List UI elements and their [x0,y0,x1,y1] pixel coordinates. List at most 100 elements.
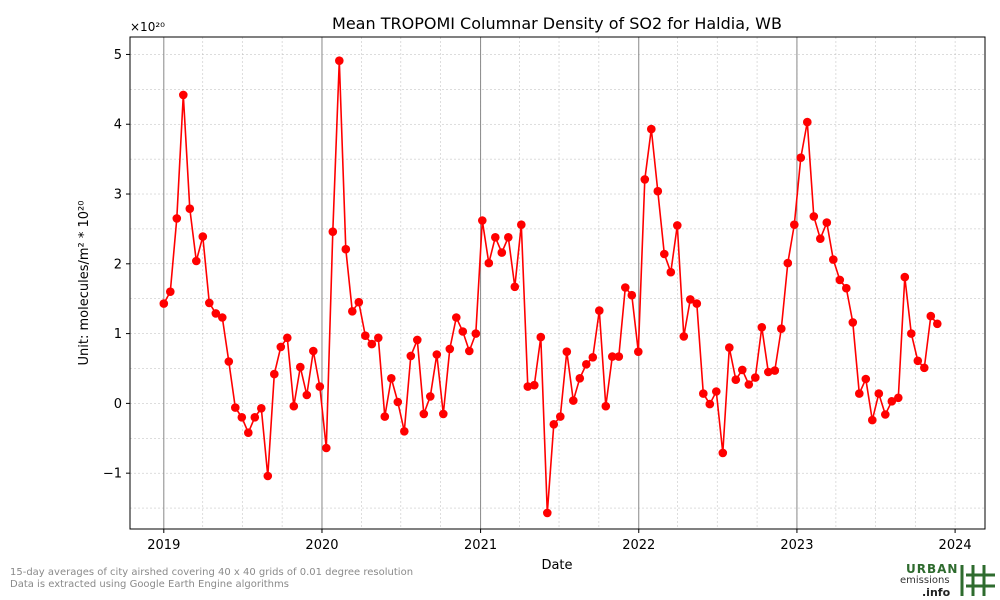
series-line [163,60,938,513]
data-point [257,404,266,413]
data-point [640,175,650,184]
data-point [900,272,910,282]
data-point [608,352,617,361]
data-point [179,90,188,100]
data-point [731,375,741,385]
data-point [738,365,747,375]
data-point [757,323,767,332]
data-point [465,346,474,356]
data-point [647,124,656,134]
y-multiplier: ×10²⁰ [130,20,165,34]
data-point [263,471,273,481]
data-point [582,360,591,369]
data-point [380,412,390,421]
year-lines [163,37,798,529]
x-tick-label: 2020 [305,538,338,553]
data-point [510,282,520,292]
data-point [374,333,383,343]
data-point [296,362,305,372]
data-point [172,214,182,223]
y-tick-label: 5 [114,48,122,63]
footnote-line-2: Data is extracted using Google Earth Eng… [10,579,289,590]
data-point [718,448,728,458]
data-point [764,367,773,377]
data-point [634,347,643,357]
data-point [224,357,234,366]
data-point [614,352,624,361]
data-point [666,267,676,277]
data-point [679,332,689,341]
data-point [543,508,552,518]
series-layer [159,56,942,518]
data-point [341,244,351,254]
data-point [218,313,227,322]
plot-frame [129,36,986,530]
data-point [920,363,929,373]
y-tick-label: 1 [114,327,122,342]
data-point [166,287,175,297]
data-point [673,221,682,230]
data-point [835,275,845,285]
data-point [361,331,370,341]
data-point [562,347,572,357]
data-point [627,290,637,300]
data-point [354,297,364,307]
data-point [458,327,468,336]
data-point [588,353,598,362]
data-point [809,212,819,221]
x-axis-label: Date [541,558,572,573]
data-point [796,153,806,162]
data-point [348,307,357,316]
data-point [309,346,318,356]
data-point [744,380,754,389]
data-point [400,427,409,436]
data-point [777,324,786,334]
data-point [725,343,734,352]
data-point [907,329,916,338]
data-point [283,333,292,343]
footnote-line-1: 15-day averages of city airshed covering… [10,567,414,578]
data-point [452,313,461,322]
y-tick-label: 4 [114,118,122,133]
data-point [387,374,396,383]
data-point [276,342,286,352]
data-point [660,249,669,259]
data-point [783,258,793,268]
data-point [621,283,630,292]
data-point [653,186,663,196]
data-point [159,299,169,308]
data-point [289,401,299,411]
data-point [894,393,903,403]
data-point [439,409,448,419]
data-point [699,389,708,398]
data-point [822,218,832,227]
x-tick-label: 2019 [147,538,180,553]
data-point [198,232,208,241]
data-point [855,389,864,398]
data-point [432,350,442,359]
data-point [244,428,253,438]
data-point [816,234,825,243]
data-point [302,390,312,400]
data-point [393,397,403,407]
data-point [250,413,260,422]
y-tick-label: 0 [114,397,122,412]
data-point [848,318,858,327]
data-point [315,382,325,391]
data-point [367,339,377,349]
data-point [523,382,533,391]
data-point [205,298,214,308]
data-point [933,319,942,329]
data-point [881,410,890,419]
data-point [419,409,429,419]
data-point [211,309,221,318]
data-point [692,299,702,308]
data-point [926,311,936,321]
data-point [536,332,546,342]
y-tick-label: −1 [103,467,122,482]
data-point [335,56,344,65]
data-point [322,443,331,453]
urban-emissions-logo: URBAN emissions .info [898,560,998,600]
data-point [686,295,695,304]
data-point [237,413,247,422]
